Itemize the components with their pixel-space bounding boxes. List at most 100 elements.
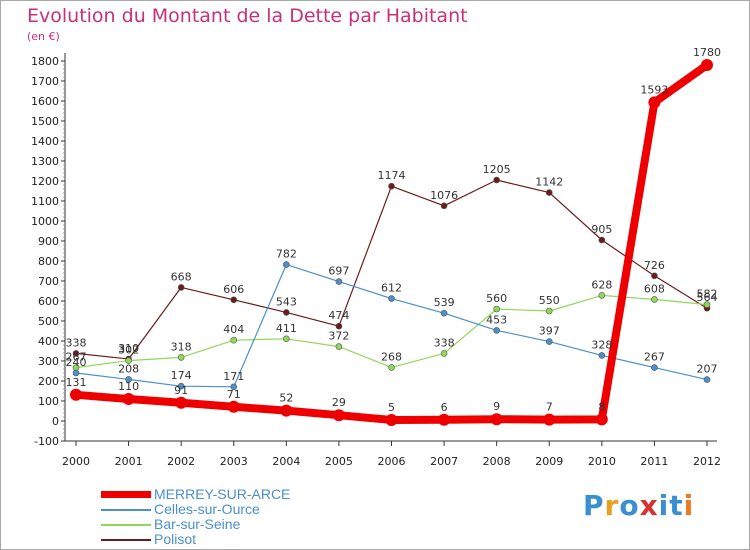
data-point	[490, 413, 503, 426]
legend: MERREY-SUR-ARCE Celles-sur-Ource Bar-sur-S…	[101, 486, 361, 547]
data-label: 302	[118, 344, 139, 357]
legend-swatch	[101, 524, 151, 526]
y-tick-label: 900	[38, 235, 59, 248]
x-tick-label: 2007	[430, 455, 458, 468]
data-point	[493, 176, 500, 184]
y-tick-label: 1200	[31, 175, 59, 188]
legend-label: Bar-sur-Seine	[154, 516, 241, 532]
data-label: 726	[644, 259, 665, 272]
data-label: 328	[591, 338, 612, 351]
logo-letter: o	[619, 489, 640, 522]
data-point	[388, 364, 395, 371]
data-label: 1076	[430, 189, 458, 202]
y-tick-label: 200	[38, 375, 59, 388]
data-point	[125, 357, 132, 364]
data-label: 240	[66, 356, 87, 369]
data-label: 628	[591, 278, 612, 291]
data-label: 91	[174, 384, 188, 397]
data-label: 1593	[640, 83, 668, 96]
data-point	[230, 296, 238, 304]
data-point	[388, 182, 395, 190]
data-label: 208	[118, 362, 139, 375]
data-point	[175, 396, 188, 409]
data-label: 1780	[693, 46, 721, 59]
data-label: 110	[118, 380, 139, 393]
data-point	[335, 322, 343, 330]
data-point	[125, 376, 132, 383]
data-label: 7	[546, 401, 553, 414]
data-point	[651, 364, 658, 371]
y-tick-label: 500	[38, 315, 59, 328]
data-label: 29	[332, 396, 346, 409]
data-point	[545, 189, 553, 196]
y-tick-label: 1300	[31, 155, 59, 168]
data-label: 1142	[535, 176, 563, 189]
x-tick-label: 2010	[588, 455, 616, 468]
legend-label: MERREY-SUR-ARCE	[154, 486, 291, 502]
legend-item: Polisot	[101, 531, 361, 547]
y-tick-label: 1800	[31, 55, 59, 68]
data-point	[648, 96, 661, 109]
chart-title: Evolution du Montant de la Dette par Hab…	[27, 5, 468, 27]
data-label: 697	[328, 265, 349, 278]
data-label: 267	[66, 351, 87, 364]
y-tick-label: 800	[38, 255, 59, 268]
data-point	[177, 284, 185, 291]
data-label: 564	[697, 291, 718, 304]
data-point	[703, 301, 711, 308]
y-tick-label: 0	[52, 415, 59, 428]
data-point	[440, 350, 448, 357]
y-tick-label: 1400	[31, 135, 59, 148]
x-tick-label: 2000	[62, 455, 90, 468]
data-point	[335, 278, 343, 285]
logo-letter: t	[669, 489, 684, 522]
data-label: 6	[441, 401, 448, 414]
legend-label: Polisot	[154, 531, 197, 547]
data-point	[493, 327, 500, 334]
x-tick-label: 2011	[640, 455, 668, 468]
y-tick-label: 700	[38, 275, 59, 288]
data-point	[283, 309, 290, 316]
x-tick-label: 2008	[483, 455, 511, 468]
logo-letter: P	[583, 489, 605, 522]
data-label: 550	[539, 294, 560, 307]
data-label: 453	[486, 313, 507, 326]
y-tick-label: 600	[38, 295, 59, 308]
data-label: 543	[276, 295, 297, 308]
y-tick-label: 300	[38, 355, 59, 368]
data-label: 560	[486, 292, 507, 305]
data-point	[227, 400, 240, 413]
legend-item: MERREY-SUR-ARCE	[101, 486, 361, 502]
data-label: 1174	[378, 169, 406, 182]
data-point	[280, 404, 293, 417]
y-tick-label: 100	[38, 395, 59, 408]
y-tick-label: 400	[38, 335, 59, 348]
data-point	[545, 338, 553, 345]
data-label: 318	[171, 340, 192, 353]
data-point	[332, 409, 345, 422]
data-point	[438, 413, 451, 426]
x-tick-label: 2004	[272, 455, 300, 468]
data-label: 612	[381, 282, 402, 295]
data-label: 1205	[483, 163, 511, 176]
y-tick-label: 1700	[31, 75, 59, 88]
data-label: 171	[223, 370, 244, 383]
data-point	[595, 413, 608, 426]
data-point	[598, 352, 606, 359]
data-point	[230, 383, 238, 391]
data-point	[72, 350, 80, 357]
data-point	[177, 382, 185, 390]
data-label: 131	[66, 376, 87, 389]
data-point	[177, 354, 185, 361]
data-label: 71	[227, 388, 241, 401]
data-point	[122, 393, 135, 405]
x-tick-label: 2005	[325, 455, 353, 468]
y-tick-label: 1100	[31, 195, 59, 208]
y-tick-label: 1500	[31, 115, 59, 128]
data-label: 404	[223, 323, 244, 336]
data-point	[545, 307, 553, 315]
y-tick-label: 1000	[31, 215, 59, 228]
data-point	[335, 343, 343, 350]
data-label: 174	[171, 369, 192, 382]
